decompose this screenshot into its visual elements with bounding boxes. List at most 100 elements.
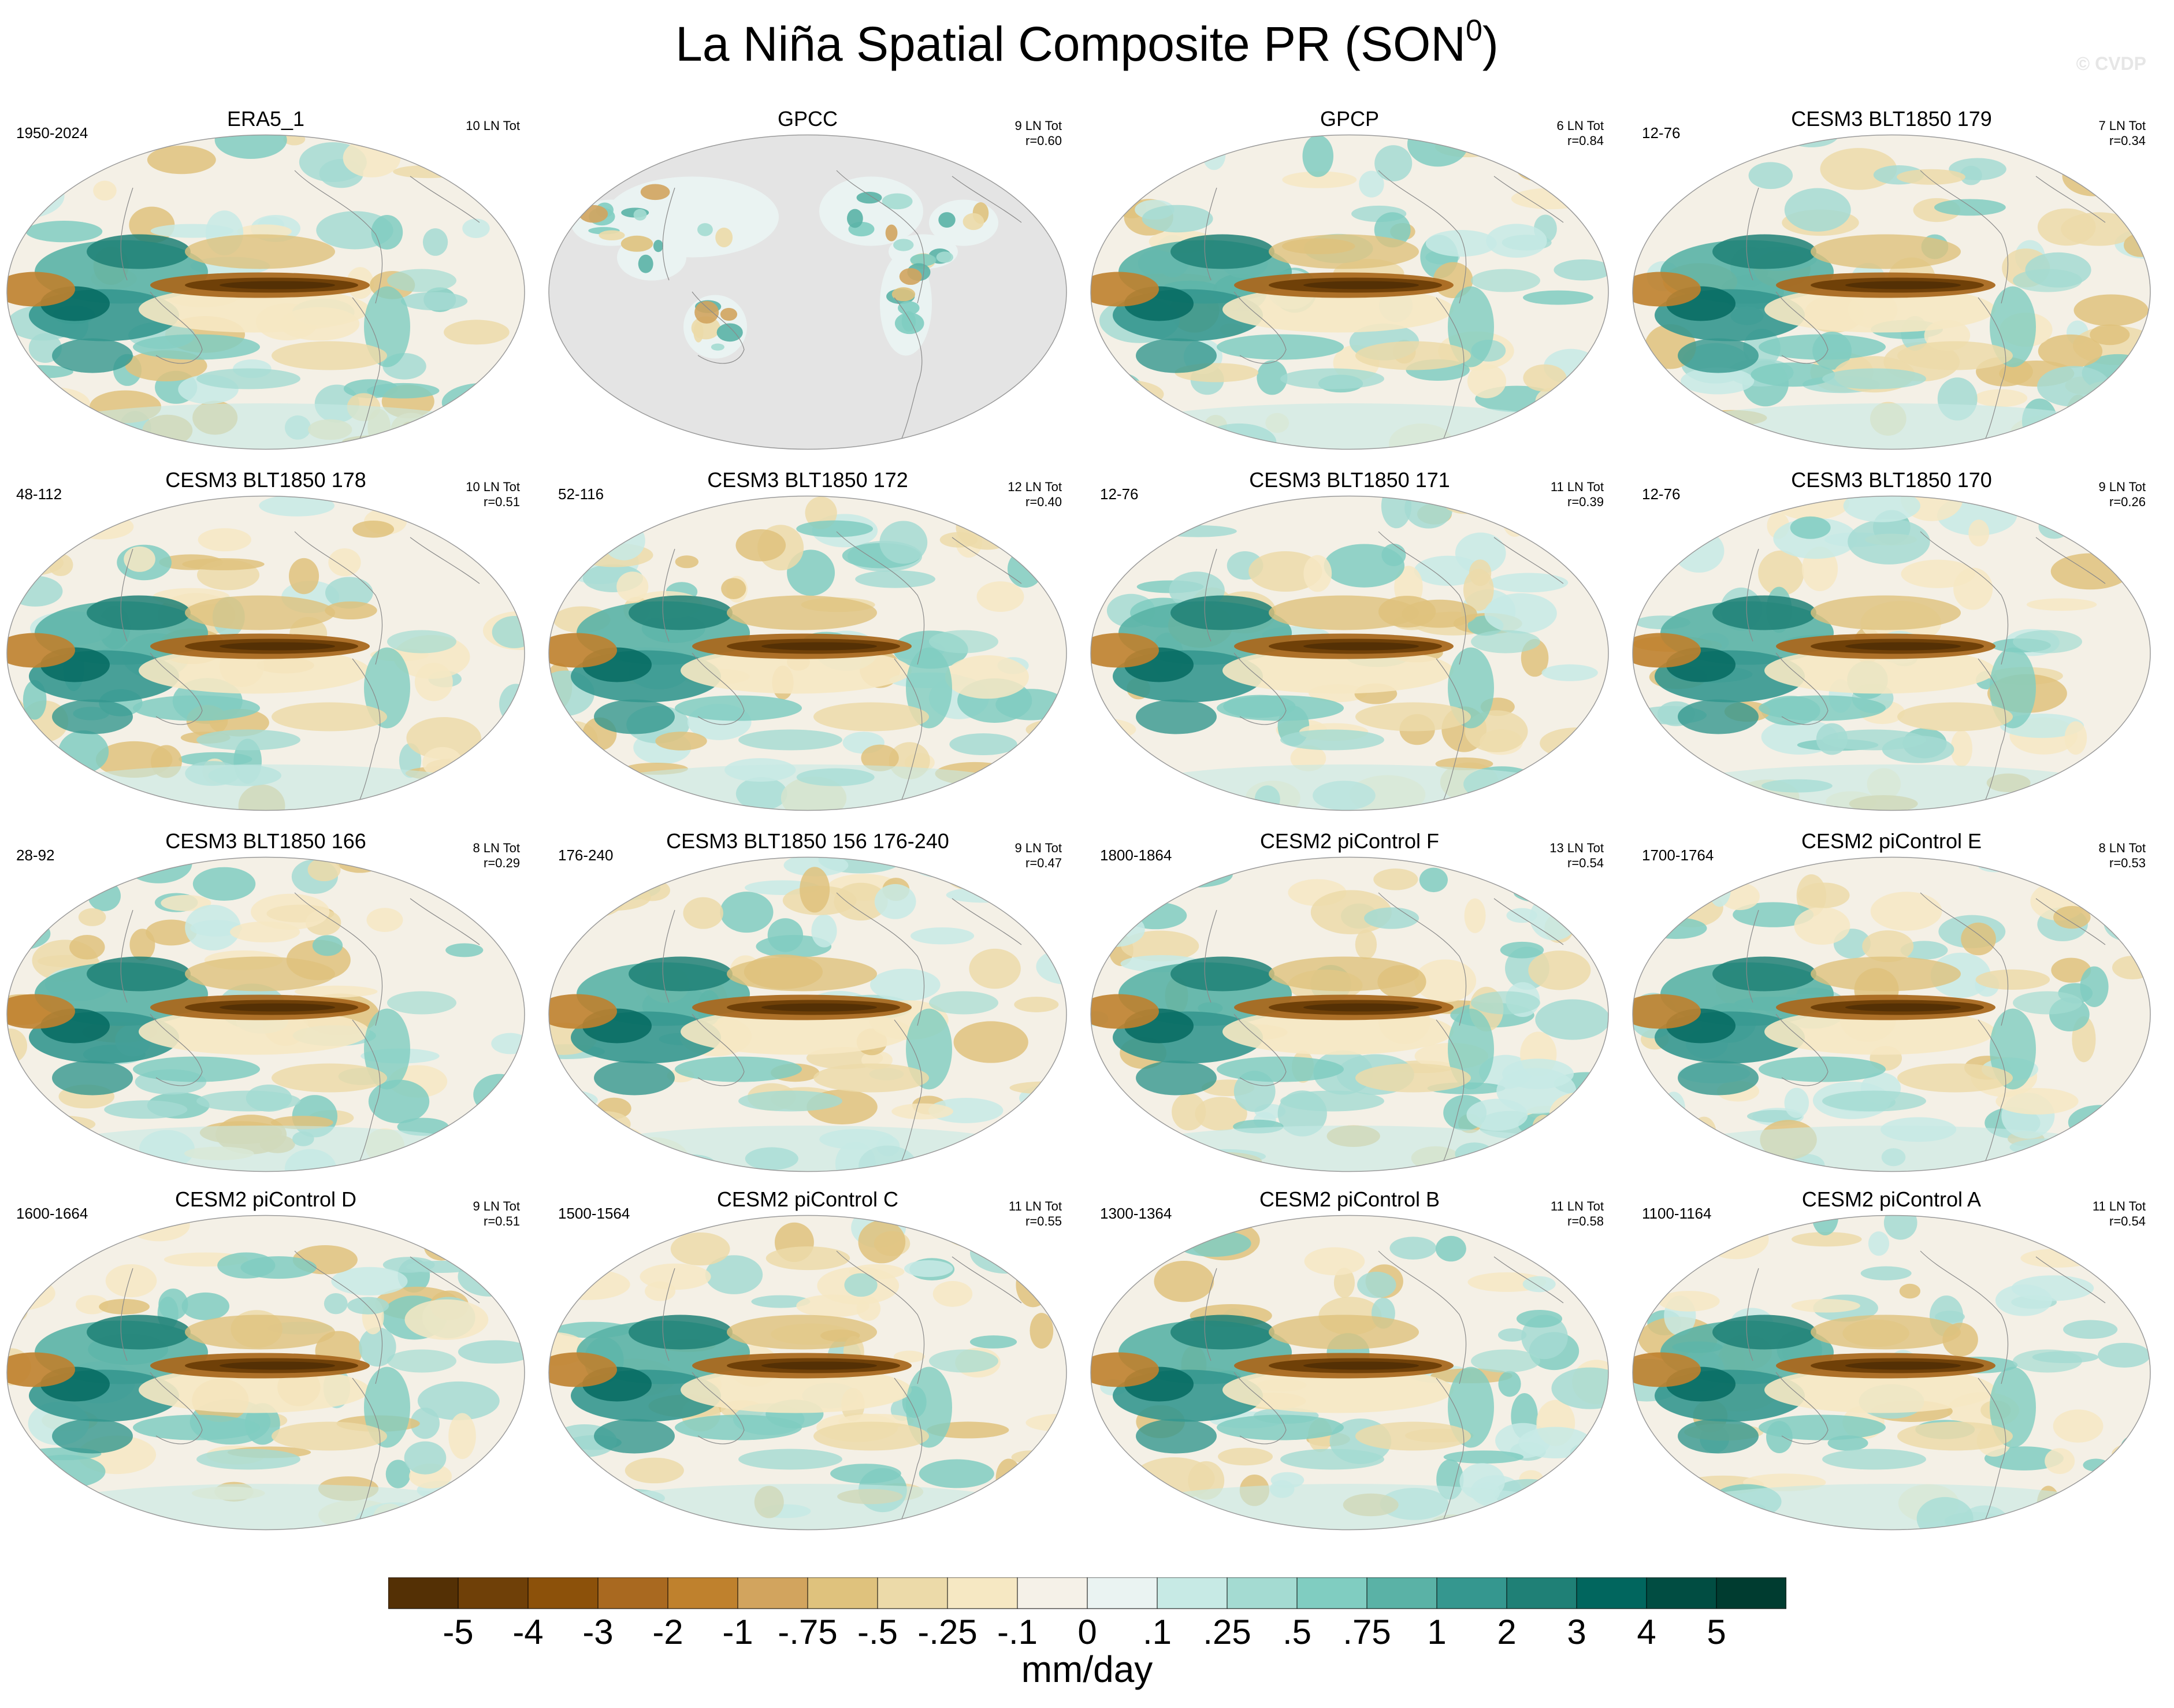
anomaly-patch [1672, 764, 2111, 811]
coastline [1746, 909, 1759, 1003]
anomaly-patch [1355, 1063, 1471, 1093]
colorbar-tick-label: 4 [1637, 1613, 1656, 1651]
coastline [294, 1250, 383, 1384]
panel-stats: 11 LN Tot r=0.58 [1551, 1199, 1604, 1229]
anomaly-patch [2085, 160, 2150, 197]
colorbar-swatch [1157, 1577, 1228, 1609]
panel-correlation: r=0.34 [2109, 133, 2146, 148]
anomaly-patch [898, 301, 920, 315]
coastline [952, 1256, 1022, 1304]
anomaly-patch [2080, 966, 2109, 1007]
coastline [894, 658, 923, 804]
colorbar-tick-label: 1 [1427, 1613, 1447, 1651]
anomaly-patch [1195, 1097, 1247, 1131]
anomaly-patch [847, 209, 863, 228]
map-outline [1632, 856, 2151, 1172]
anomaly-patch [2013, 630, 2082, 654]
anomaly-patch [1522, 1276, 1556, 1293]
anomaly-patch [1528, 950, 1591, 990]
anomaly-patch [899, 268, 922, 285]
anomaly-patch [1759, 695, 1886, 721]
anomaly-patch [588, 1126, 1027, 1172]
colorbar-swatch [1646, 1577, 1717, 1609]
anomaly-patch [1091, 410, 1127, 450]
anomaly-patch [88, 881, 121, 911]
title-suffix: ) [1482, 17, 1499, 71]
colorbar-swatch [1087, 1577, 1158, 1609]
coastline [352, 658, 381, 804]
anomaly-patch [1790, 516, 1831, 539]
anomaly-patch [1514, 882, 1597, 904]
anomaly-patch [1899, 1283, 1921, 1299]
anomaly-patch [99, 1298, 150, 1315]
coastline [2035, 537, 2106, 584]
anomaly-patch [691, 316, 720, 340]
panel-event-count: 11 LN Tot [1008, 1199, 1062, 1213]
coastline [2035, 176, 2106, 223]
colorbar-tick-label: .75 [1343, 1613, 1391, 1651]
anomaly-patch [969, 1335, 1017, 1349]
colorbar-tick-label: -.1 [997, 1613, 1038, 1651]
anomaly-patch [811, 914, 837, 948]
anomaly-patch [1764, 286, 1995, 333]
anomaly-patch [856, 1296, 881, 1321]
anomaly-patch [1304, 1247, 1365, 1276]
anomaly-patch [2053, 1409, 2104, 1443]
anomaly-patch [2063, 1320, 2118, 1339]
anomaly-patch [904, 1260, 953, 1278]
anomaly-patch [1091, 994, 1159, 1029]
anomaly-patch [133, 695, 260, 721]
anomaly-patch [72, 514, 134, 540]
anomaly-patch [1359, 170, 1384, 198]
map-outline [1632, 134, 2151, 450]
anomaly-patch [25, 221, 103, 243]
anomaly-patch [1662, 1091, 1685, 1125]
anomaly-patch [387, 630, 456, 654]
anomaly-patch [1551, 1367, 1608, 1409]
anomaly-patch [901, 311, 916, 332]
anomaly-patch [1130, 1484, 1569, 1530]
anomaly-patch [192, 867, 256, 901]
anomaly-patch [1500, 941, 1544, 959]
anomaly-patch [844, 1273, 878, 1297]
panel-title: CESM3 BLT1850 172 [707, 468, 908, 492]
anomaly-patch [479, 510, 508, 539]
anomaly-patch [1355, 702, 1471, 732]
anomaly-patch [716, 323, 743, 342]
coastline [1204, 909, 1217, 1003]
panel-title: CESM3 BLT1850 179 [1791, 107, 1992, 131]
anomaly-patch [2068, 1105, 2132, 1140]
coastline [1378, 170, 1467, 304]
anomaly-patch [458, 1340, 525, 1364]
map-plot [1632, 1215, 2151, 1531]
anomaly-patch [1355, 341, 1471, 370]
anomaly-patch [185, 904, 241, 950]
anomaly-patch [79, 1156, 108, 1172]
anomaly-patch [1091, 771, 1121, 785]
anomaly-patch [1751, 362, 1835, 387]
coastline [662, 909, 675, 1003]
coastline [1493, 176, 1564, 223]
anomaly-patch [1845, 281, 1961, 289]
anomaly-patch [1404, 496, 1453, 529]
anomaly-patch [505, 740, 525, 784]
anomaly-patch [761, 642, 877, 651]
panel-title: CESM3 BLT1850 170 [1791, 468, 1992, 492]
anomaly-patch [1172, 1093, 1206, 1131]
anomaly-patch [813, 702, 929, 732]
anomaly-patch [1498, 1371, 1521, 1397]
coastline [410, 176, 480, 223]
coastline [1436, 297, 1465, 443]
anomaly-patch [439, 1516, 512, 1530]
anomaly-patch [939, 532, 978, 548]
anomaly-patch [1712, 1315, 1816, 1350]
coastline [150, 291, 203, 364]
anomaly-patch [893, 239, 914, 251]
panel-stats: 6 LN Tot r=0.84 [1556, 118, 1604, 148]
panel-stats: 9 LN Tot r=0.47 [1014, 841, 1062, 871]
anomaly-patch [1484, 593, 1557, 634]
map-panel: GPCC 9 LN Tot r=0.60 [548, 107, 1068, 459]
anomaly-patch [324, 1293, 348, 1315]
anomaly-patch [1030, 1313, 1054, 1349]
anomaly-patch [715, 227, 733, 247]
